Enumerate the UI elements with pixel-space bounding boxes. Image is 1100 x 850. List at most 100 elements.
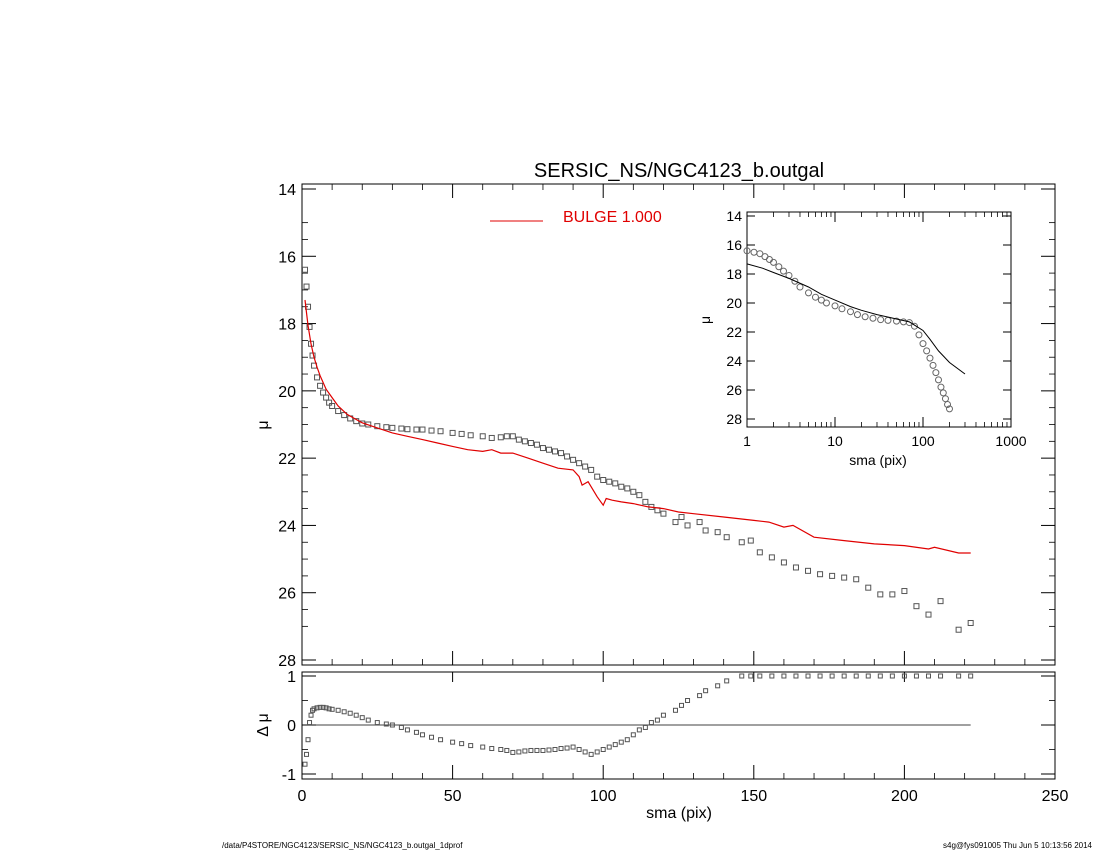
main-data-point [612, 480, 619, 487]
residual-data-point [817, 673, 823, 679]
inset-y-axis-label: μ [697, 316, 713, 324]
main-data-point [558, 450, 565, 457]
main-data-point [428, 427, 435, 434]
residual-data-point [480, 744, 486, 750]
inset-y-tick-label: 14 [726, 208, 742, 224]
main-data-point [552, 448, 559, 455]
inset-y-tick-label: 24 [726, 353, 742, 369]
main-data-point [413, 426, 420, 433]
main-data-point [841, 574, 848, 581]
residual-data-point [588, 751, 594, 757]
residual-data-point [468, 743, 474, 749]
main-data-point [660, 510, 667, 517]
main-data-point [521, 438, 528, 445]
main-y-tick-label: 26 [278, 586, 296, 603]
main-data-point [326, 399, 333, 406]
residual-data-point [504, 747, 510, 753]
residual-data-point [877, 673, 883, 679]
main-data-point [624, 485, 631, 492]
residual-data-point [546, 747, 552, 753]
residual-data-point [865, 673, 871, 679]
main-data-point [509, 433, 516, 440]
main-data-point [630, 488, 637, 495]
residual-data-point [320, 704, 326, 710]
main-data-point [320, 389, 327, 396]
residual-data-point [793, 673, 799, 679]
main-data-point [533, 441, 540, 448]
main-y-tick-label: 24 [278, 518, 296, 535]
main-data-point [437, 428, 444, 435]
residual-data-point [489, 746, 495, 752]
main-data-point [913, 603, 920, 610]
inset-data-point [780, 267, 788, 275]
inset-data-point [919, 340, 927, 348]
main-data-point [805, 567, 812, 574]
main-data-point [582, 463, 589, 470]
main-y-tick-label: 14 [278, 182, 296, 199]
main-data-point [398, 425, 405, 432]
main-data-point [780, 559, 787, 566]
main-data-point [817, 571, 824, 578]
residual-data-point [703, 688, 709, 694]
main-data-point [967, 619, 974, 626]
main-data-point [467, 432, 474, 439]
residual-y-tick-label: 0 [287, 718, 296, 735]
residual-data-point [311, 706, 317, 712]
main-data-point [527, 440, 534, 447]
main-data-point [768, 554, 775, 561]
residual-data-point [956, 673, 962, 679]
main-data-point [576, 460, 583, 467]
main-y-tick-label: 16 [278, 249, 296, 266]
main-data-point [901, 588, 908, 595]
residual-data-point [540, 747, 546, 753]
main-data-point [564, 453, 571, 460]
main-data-point [306, 323, 313, 330]
residual-data-point [672, 707, 678, 713]
residual-data-point [642, 724, 648, 730]
main-data-point [449, 429, 456, 436]
residual-data-point [679, 702, 685, 708]
main-data-point [955, 626, 962, 633]
main-data-point [302, 266, 309, 273]
residual-data-point [925, 673, 931, 679]
residual-data-point [805, 673, 811, 679]
residual-data-point [341, 709, 347, 715]
residual-data-point [853, 673, 859, 679]
main-data-point [503, 433, 510, 440]
main-data-point [341, 412, 348, 419]
residual-data-point [304, 751, 310, 757]
main-data-point [756, 549, 763, 556]
residual-data-point [624, 737, 630, 743]
residual-data-point [326, 706, 332, 712]
residual-data-point [450, 739, 456, 745]
main-data-point [479, 433, 486, 440]
inset-x-tick-label: 1 [743, 433, 751, 449]
inset-x-tick-label: 100 [911, 433, 935, 449]
main-data-point [515, 436, 522, 443]
residual-data-point [938, 673, 944, 679]
main-data-point [747, 537, 754, 544]
residual-data-point [305, 737, 311, 743]
inset-y-tick-label: 28 [726, 411, 742, 427]
main-data-point [853, 576, 860, 583]
residual-y-tick-label: 1 [287, 669, 296, 686]
x-tick-label: 200 [891, 788, 918, 805]
main-data-point [684, 522, 691, 529]
main-axes: 14 16 18 20 22 24 26 28 [278, 182, 1056, 670]
residual-data-point [347, 710, 353, 716]
residual-data-point [769, 673, 775, 679]
inset-data-point [877, 316, 885, 324]
main-data-point [925, 611, 932, 618]
inset-data-point [756, 250, 764, 258]
residual-data-point [913, 673, 919, 679]
residual-data-point [365, 717, 371, 723]
residual-data-points [302, 673, 974, 767]
inset-data-point [932, 369, 940, 377]
main-y-tick-label: 18 [278, 317, 296, 334]
inset-data-point [796, 283, 804, 291]
main-data-point [419, 426, 426, 433]
inset-y-tick-label: 16 [726, 237, 742, 253]
residual-data-point [404, 727, 410, 733]
residual-data-point [781, 673, 787, 679]
